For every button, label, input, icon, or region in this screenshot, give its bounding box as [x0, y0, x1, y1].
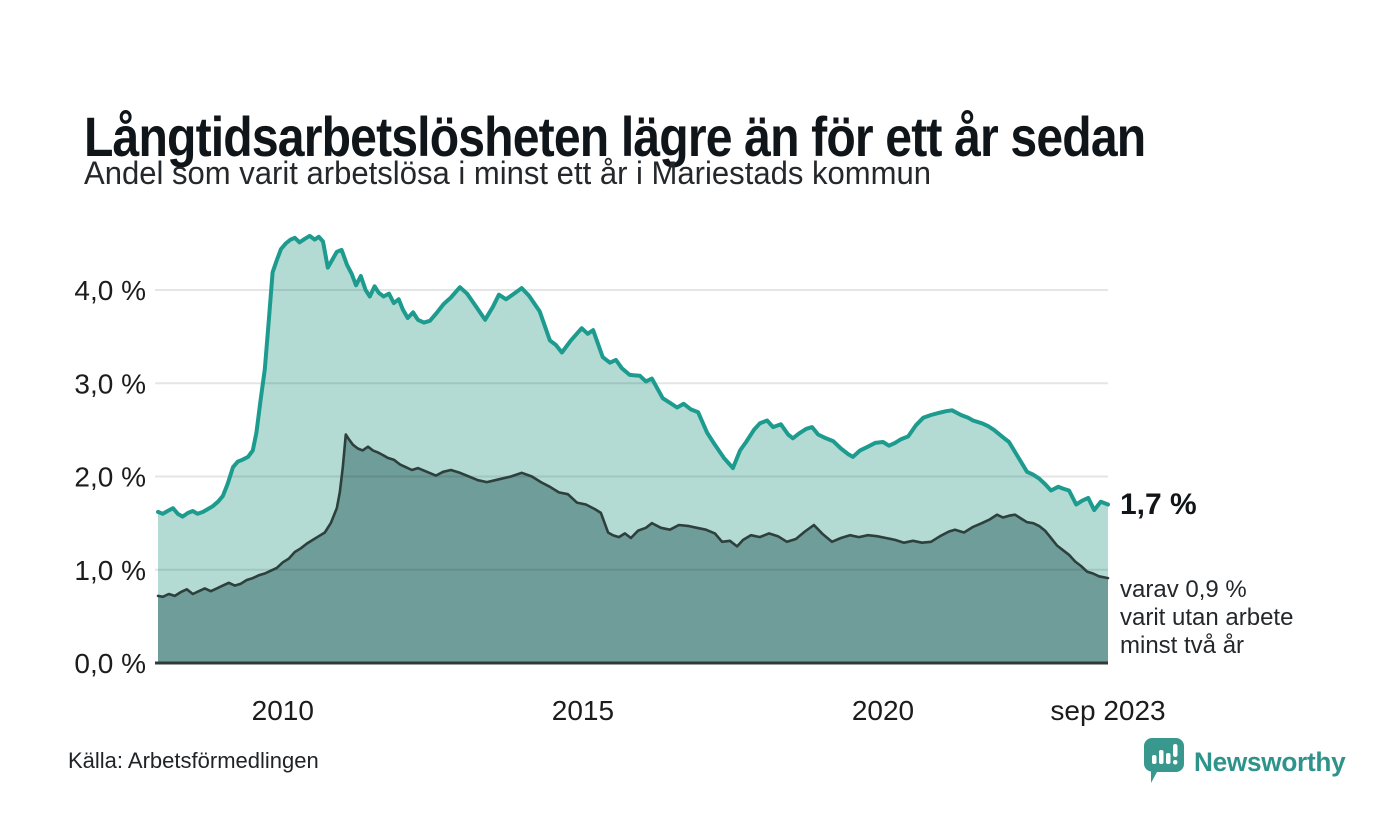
line-series-1: [156, 233, 1110, 519]
brand-name: Newsworthy: [1194, 746, 1346, 777]
brand-logo: Newsworthy: [1144, 738, 1350, 786]
newsworthy-logo-icon: [1144, 738, 1184, 783]
x-tick-label-3: sep 2023: [1050, 695, 1165, 726]
chart-subtitle: Andel som varit arbetslösa i minst ett å…: [84, 155, 932, 191]
line-series-2: [156, 433, 1110, 599]
x-tick-label-2: 2020: [852, 695, 914, 726]
y-tick-label-4: 4,0 %: [74, 275, 146, 306]
x-tick-label-0: 2010: [252, 695, 314, 726]
area-fill-series-2: [158, 434, 1108, 663]
y-tick-label-1: 1,0 %: [74, 555, 146, 586]
latest-value-label: 1,7 %: [1120, 488, 1197, 521]
y-tick-label-2: 2,0 %: [74, 462, 146, 493]
note-line-3: minst två år: [1120, 632, 1245, 659]
note-line-2: varit utan arbete: [1120, 604, 1294, 631]
y-tick-label-3: 3,0 %: [74, 368, 146, 399]
note-line-1: varav 0,9 %: [1120, 576, 1247, 603]
secondary-value-note: varav 0,9 % varit utan arbete minst två …: [1120, 576, 1293, 660]
page-title: Långtidsarbetslösheten lägre än för ett …: [84, 104, 1146, 168]
y-tick-label-0: 0,0 %: [74, 648, 146, 679]
source-credit: Källa: Arbetsförmedlingen: [68, 748, 319, 773]
x-tick-label-1: 2015: [552, 695, 614, 726]
